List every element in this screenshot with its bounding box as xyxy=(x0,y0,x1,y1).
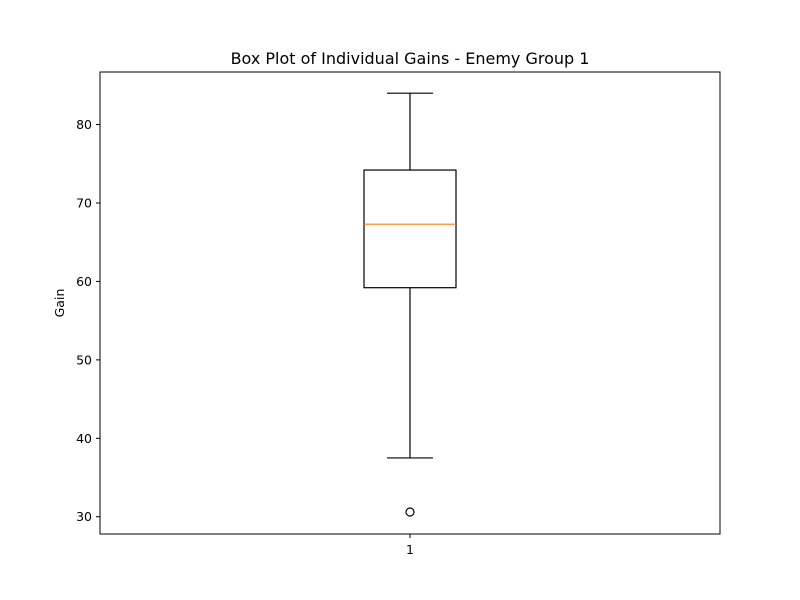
x-axis: 1 xyxy=(406,534,414,557)
y-tick-label: 60 xyxy=(76,274,92,289)
y-axis-label: Gain xyxy=(52,289,67,318)
y-tick-label: 40 xyxy=(76,431,92,446)
interquartile-box xyxy=(363,169,457,289)
y-tick-label: 70 xyxy=(76,195,92,210)
y-tick-label: 50 xyxy=(76,352,92,367)
y-axis: 30 40 50 60 70 80 xyxy=(76,117,100,524)
box-series xyxy=(363,92,457,517)
outlier-point xyxy=(405,507,415,517)
chart-title: Box Plot of Individual Gains - Enemy Gro… xyxy=(231,49,590,68)
y-tick-label: 80 xyxy=(76,117,92,132)
y-tick-label: 30 xyxy=(76,509,92,524)
x-tick-label: 1 xyxy=(406,542,414,557)
